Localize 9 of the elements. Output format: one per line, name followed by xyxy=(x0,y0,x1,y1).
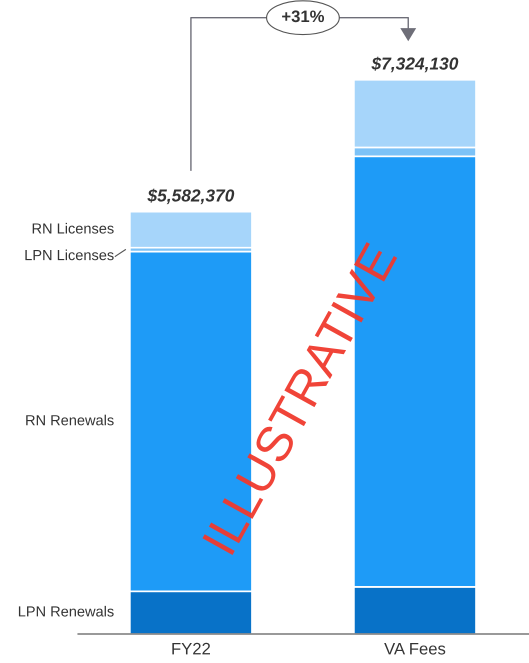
series-label: RN Licenses xyxy=(32,222,114,234)
x-tick-label: FY22 xyxy=(172,642,210,654)
series-label: LPN Renewals xyxy=(18,606,114,617)
x-tick-label: VA Fees xyxy=(384,642,446,655)
series-label: LPN Licenses xyxy=(25,250,114,260)
annotation: $5,582,370 xyxy=(147,188,234,204)
series-label: RN Renewals xyxy=(26,414,114,426)
annotation: $7,324,130 xyxy=(371,56,458,72)
text: +31% xyxy=(282,10,324,22)
